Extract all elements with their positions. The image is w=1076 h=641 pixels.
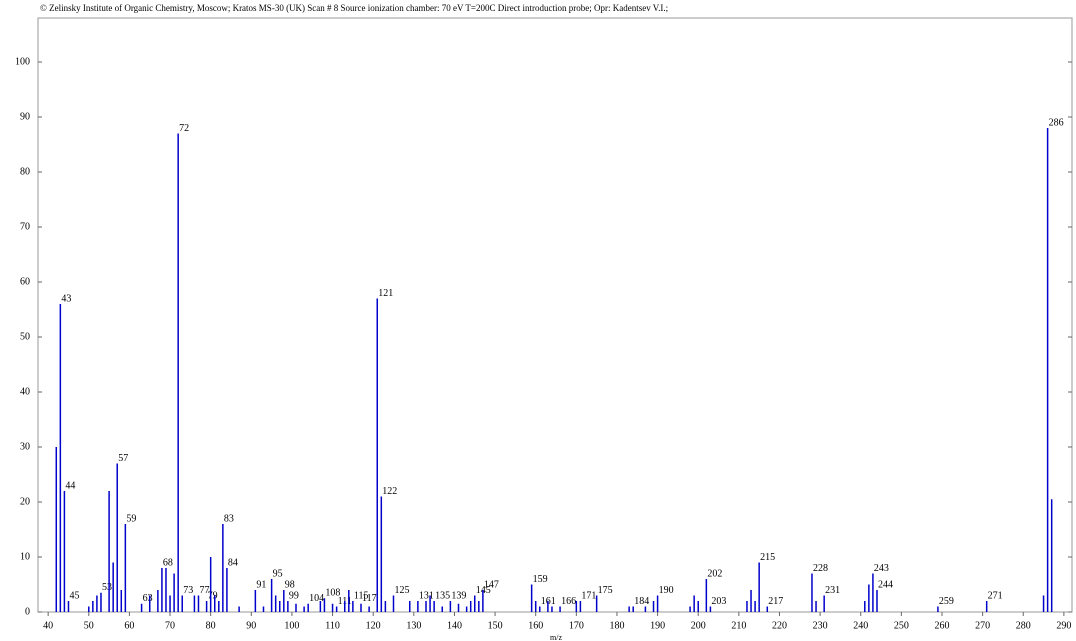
y-tick-label: 50	[20, 331, 30, 342]
x-tick-label: 250	[894, 620, 909, 631]
peak-label: 122	[382, 486, 397, 497]
x-tick-label: 50	[84, 620, 94, 631]
peak-label: 159	[533, 574, 548, 585]
peak-label: 139	[451, 590, 466, 601]
peak-label: 108	[325, 588, 340, 599]
x-tick-label: 210	[731, 620, 746, 631]
x-tick-label: 230	[813, 620, 828, 631]
x-tick-label: 40	[43, 620, 53, 631]
peak-label: 77	[199, 585, 209, 596]
x-tick-label: 120	[366, 620, 381, 631]
x-tick-label: 110	[325, 620, 340, 631]
x-tick-label: 100	[284, 620, 299, 631]
peak-label: 166	[561, 596, 576, 607]
plot-frame	[37, 17, 1073, 613]
peak-label: 57	[118, 453, 128, 464]
peak-label: 286	[1049, 117, 1064, 128]
y-tick-label: 80	[20, 166, 30, 177]
peak-label: 121	[378, 288, 393, 299]
peak-label: 147	[484, 579, 499, 590]
x-tick-label: 150	[488, 620, 503, 631]
peak-label: 98	[285, 579, 295, 590]
peak-label: 104	[309, 593, 324, 604]
x-tick-label: 240	[853, 620, 868, 631]
peak-label: 68	[163, 557, 173, 568]
x-tick-label: 60	[124, 620, 134, 631]
peak-label: 43	[61, 293, 71, 304]
x-tick-label: 180	[609, 620, 624, 631]
peak-label: 99	[289, 590, 299, 601]
peak-label: 171	[581, 590, 596, 601]
peak-label: 125	[395, 585, 410, 596]
peak-label: 117	[362, 593, 377, 604]
y-tick-label: 20	[20, 496, 30, 507]
x-tick-label: 280	[1016, 620, 1031, 631]
peak-label: 53	[102, 582, 112, 593]
y-tick-label: 90	[20, 111, 30, 122]
y-tick-label: 70	[20, 221, 30, 232]
peak-label: 202	[707, 568, 722, 579]
y-tick-label: 100	[15, 56, 30, 67]
peak-label: 135	[435, 590, 450, 601]
peak-label: 95	[273, 568, 283, 579]
peak-label: 73	[183, 585, 193, 596]
peak-label: 72	[179, 123, 189, 134]
y-tick-label: 30	[20, 441, 30, 452]
x-tick-label: 290	[1056, 620, 1071, 631]
peak-label: 217	[768, 596, 783, 607]
peak-label: 228	[813, 563, 828, 574]
peak-label: 115	[354, 590, 369, 601]
x-tick-label: 160	[528, 620, 543, 631]
peak-label: 45	[69, 590, 79, 601]
x-tick-label: 70	[165, 620, 175, 631]
x-tick-label: 140	[447, 620, 462, 631]
peak-label: 184	[634, 596, 649, 607]
x-axis-label: m/z	[550, 633, 562, 641]
peak-label: 44	[65, 480, 75, 491]
peak-label: 243	[874, 563, 889, 574]
peak-label: 259	[939, 596, 954, 607]
x-tick-label: 260	[934, 620, 949, 631]
peak-label: 84	[228, 557, 238, 568]
peak-label: 131	[419, 590, 434, 601]
x-tick-label: 190	[650, 620, 665, 631]
x-tick-label: 270	[975, 620, 990, 631]
x-tick-label: 90	[246, 620, 256, 631]
x-tick-label: 200	[691, 620, 706, 631]
peak-label: 203	[711, 596, 726, 607]
peak-label: 175	[598, 585, 613, 596]
y-tick-label: 0	[25, 606, 30, 617]
x-tick-label: 170	[569, 620, 584, 631]
peak-label: 190	[659, 585, 674, 596]
x-tick-label: 220	[772, 620, 787, 631]
peak-label: 63	[143, 593, 153, 604]
y-tick-label: 10	[20, 551, 30, 562]
peak-label: 83	[224, 513, 234, 524]
peak-label: 231	[825, 585, 840, 596]
x-tick-label: 80	[206, 620, 216, 631]
x-tick-label: 130	[406, 620, 421, 631]
peak-label: 215	[760, 552, 775, 563]
y-tick-label: 60	[20, 276, 30, 287]
peak-label: 271	[988, 590, 1003, 601]
peak-label: 79	[208, 590, 218, 601]
peak-label: 59	[126, 513, 136, 524]
peak-label: 91	[256, 579, 266, 590]
peak-label: 244	[878, 579, 893, 590]
chart-title: © Zelinsky Institute of Organic Chemistr…	[40, 3, 668, 13]
y-tick-label: 40	[20, 386, 30, 397]
